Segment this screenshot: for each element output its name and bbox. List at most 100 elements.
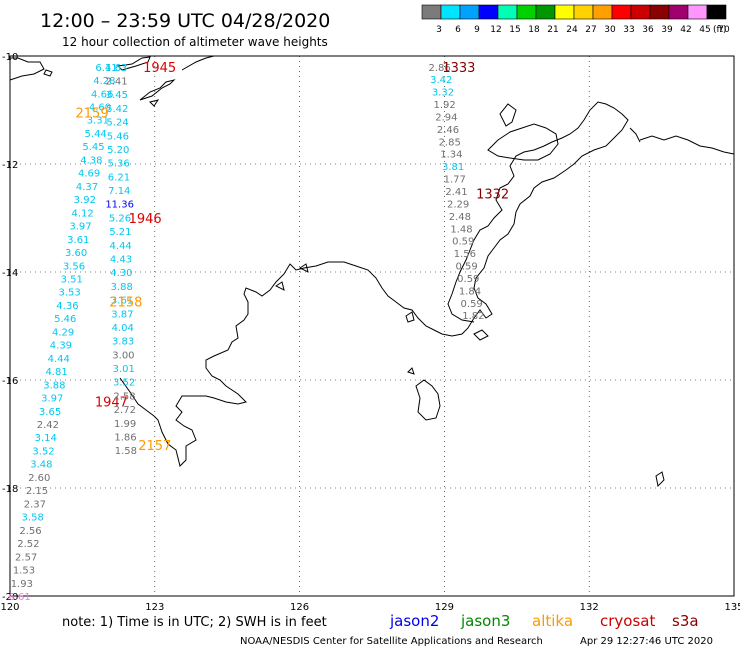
wave-height-label: 3.61 bbox=[67, 235, 89, 246]
wave-height-label: 3.88 bbox=[43, 380, 65, 391]
wave-height-label: 5.45 bbox=[82, 142, 104, 153]
x-tick-label: 120 bbox=[0, 602, 19, 613]
pass-time-label: 2157 bbox=[138, 439, 171, 454]
pass-time-label: 2158 bbox=[109, 296, 142, 311]
pass-time-label: 1332 bbox=[476, 188, 509, 203]
wave-height-label: 6.61 bbox=[9, 592, 31, 603]
y-tick-label: -20 bbox=[2, 592, 18, 603]
colorbar-swatch bbox=[706, 4, 727, 20]
wave-height-label: 5.21 bbox=[109, 227, 131, 238]
wave-height-label: 4.39 bbox=[50, 341, 72, 352]
wave-height-label: 4.04 bbox=[112, 323, 134, 334]
y-tick-label: -16 bbox=[2, 376, 18, 387]
legend-entry-s3a: s3a bbox=[672, 612, 699, 630]
wave-height-label: 3.00 bbox=[112, 350, 134, 361]
wave-height-label: 3.87 bbox=[111, 309, 133, 320]
wave-height-label: 2.72 bbox=[114, 405, 136, 416]
wave-height-label: 1.92 bbox=[434, 100, 456, 111]
wave-height-label: 2.85 bbox=[439, 137, 461, 148]
wave-height-label: 3.83 bbox=[112, 337, 134, 348]
wave-height-label: 1.77 bbox=[444, 175, 466, 186]
colorbar-swatch bbox=[516, 4, 537, 20]
colorbar-label: 70 bbox=[718, 25, 730, 35]
pass-time-label: 1947 bbox=[95, 396, 128, 411]
wave-height-label: 2.41 bbox=[105, 76, 127, 87]
pass-time-label: 1945 bbox=[143, 61, 176, 76]
colorbar-swatch bbox=[421, 4, 442, 20]
x-tick-label: 126 bbox=[290, 602, 309, 613]
wave-height-label: 2.60 bbox=[28, 473, 50, 484]
wave-height-label: 5.46 bbox=[107, 131, 129, 142]
wave-height-label: 1.82 bbox=[462, 311, 484, 322]
altimeter-tracks: 6.11 4.28 4.66 4.60 3.31 5.44 5.45 4.38 4.69 4.37… bbox=[9, 61, 510, 603]
colorbar-swatch bbox=[478, 4, 499, 20]
legend-entry-jason2: jason2 bbox=[389, 612, 439, 630]
wave-height-label: 4.37 bbox=[76, 182, 98, 193]
y-tick-label: -18 bbox=[2, 484, 18, 495]
wave-height-label: 0.59 bbox=[455, 262, 477, 273]
colorbar-label: 45 bbox=[699, 25, 710, 35]
wave-height-label: 4.66 bbox=[91, 89, 113, 100]
wave-height-label: 4.36 bbox=[56, 301, 78, 312]
wave-height-label: 4.44 bbox=[48, 354, 70, 365]
wave-height-label: 5.24 bbox=[106, 118, 128, 129]
wave-height-label: 5.44 bbox=[85, 129, 107, 140]
colorbar-label: 12 bbox=[490, 25, 501, 35]
wave-height-label: 3.52 bbox=[113, 378, 135, 389]
wave-height-label: 5.42 bbox=[106, 104, 128, 115]
wave-height-label: 2.41 bbox=[445, 187, 467, 198]
wave-height-label: 3.48 bbox=[30, 460, 52, 471]
x-tick-label: 123 bbox=[145, 602, 164, 613]
colorbar-label: 33 bbox=[623, 25, 634, 35]
wave-height-label: 1.93 bbox=[11, 579, 33, 590]
wave-height-label: 4.69 bbox=[78, 169, 100, 180]
colorbar-label: 15 bbox=[509, 25, 520, 35]
colorbar-swatch bbox=[459, 4, 480, 20]
wave-height-label: 3.88 bbox=[111, 282, 133, 293]
wave-height-label: 1.56 bbox=[454, 249, 476, 260]
wave-height-label: 2.37 bbox=[24, 499, 46, 510]
colorbar-label: 18 bbox=[528, 25, 540, 35]
wave-height-label: 3.58 bbox=[22, 513, 44, 524]
colorbar-swatch bbox=[535, 4, 556, 20]
wave-height-label: 2.48 bbox=[449, 212, 471, 223]
wave-height-label: 2.86 bbox=[428, 63, 450, 74]
colorbar-label: 39 bbox=[661, 25, 673, 35]
colorbar-swatch bbox=[687, 4, 708, 20]
wave-height-label: 1.34 bbox=[440, 150, 462, 161]
wave-height-label: 5.20 bbox=[107, 145, 129, 156]
wave-height-label: 4.12 bbox=[72, 208, 94, 219]
wave-height-label: 3.81 bbox=[442, 162, 464, 173]
y-tick-label: -14 bbox=[2, 268, 18, 279]
wave-height-label: 5.36 bbox=[107, 159, 129, 170]
x-tick-label: 129 bbox=[435, 602, 454, 613]
wave-height-label: 1.58 bbox=[115, 446, 137, 457]
wave-height-label: 2.52 bbox=[17, 539, 39, 550]
wave-height-label: 2.29 bbox=[447, 199, 469, 210]
wave-height-label: 3.56 bbox=[63, 261, 85, 272]
satellite-legend: jason2 jason3 altika cryosat s3a bbox=[389, 612, 699, 630]
wave-height-label: 3.01 bbox=[113, 364, 135, 375]
colorbar-swatch bbox=[668, 4, 689, 20]
wave-height-label: 0.59 bbox=[452, 237, 474, 248]
page-title: 12:00 – 23:59 UTC 04/28/2020 bbox=[40, 10, 330, 32]
legend-entry-altika: altika bbox=[532, 612, 573, 630]
wave-height-label: 4.43 bbox=[110, 255, 132, 266]
wave-height-label: 1.53 bbox=[13, 566, 35, 577]
plot-frame bbox=[9, 55, 735, 597]
colorbar-label: 21 bbox=[547, 25, 558, 35]
wave-height-label: 3.61 bbox=[111, 296, 133, 307]
wave-height-label: 2.15 bbox=[26, 486, 48, 497]
wave-height-label: 7.14 bbox=[108, 186, 130, 197]
colorbar-unit: (ft) bbox=[713, 25, 727, 35]
colorbar-label: 36 bbox=[642, 25, 654, 35]
wave-height-label: 4.28 bbox=[93, 76, 115, 87]
wave-height-label: 4.44 bbox=[110, 241, 132, 252]
x-tick-label: 135 bbox=[724, 602, 740, 613]
wave-height-label: 4.29 bbox=[52, 327, 74, 338]
wave-height-label: 5.26 bbox=[109, 213, 131, 224]
wave-height-label: 3.65 bbox=[39, 407, 61, 418]
x-tick-label: 132 bbox=[580, 602, 599, 613]
footer-timestamp: Apr 29 12:27:46 UTC 2020 bbox=[580, 636, 713, 647]
